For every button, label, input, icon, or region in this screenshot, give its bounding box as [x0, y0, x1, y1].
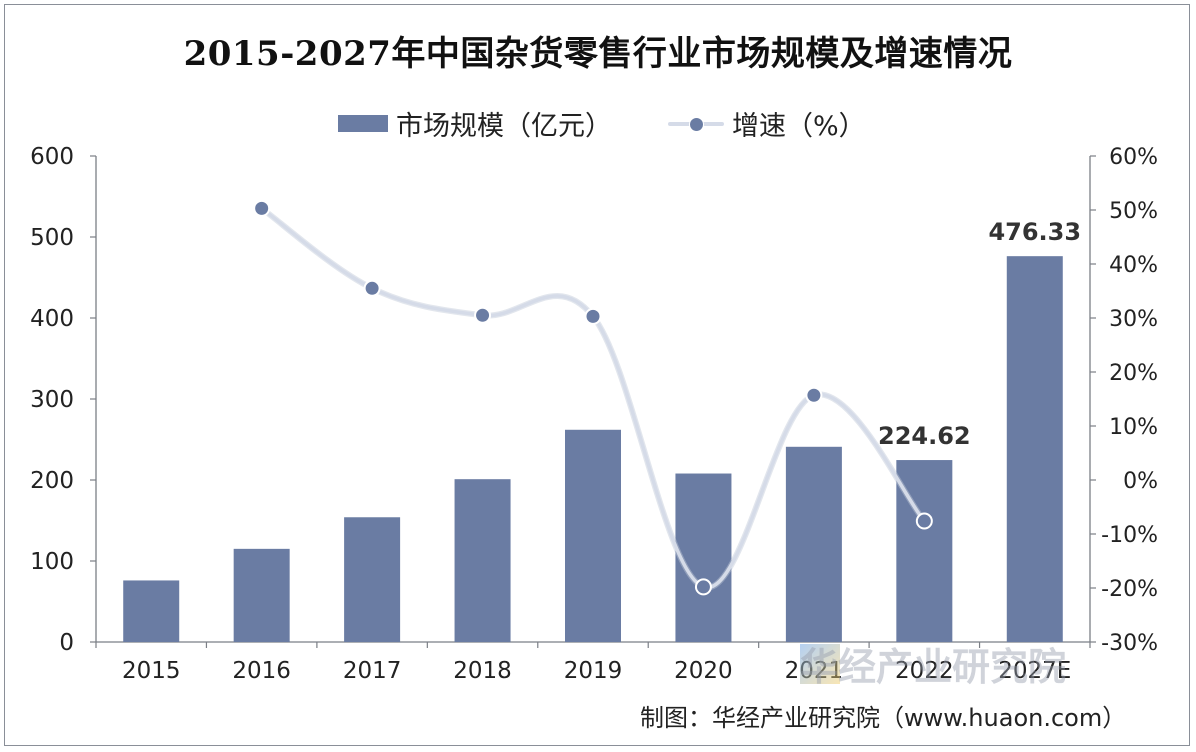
right-axis-tick-label: 20% [1109, 361, 1158, 386]
growth-point-2020 [694, 578, 712, 596]
data-label-2022: 224.62 [878, 422, 971, 450]
right-axis-tick-label: -10% [1101, 523, 1158, 548]
growth-point-2018 [474, 306, 492, 324]
x-axis-tick-label: 2017 [343, 658, 402, 684]
x-axis-tick-label: 2015 [122, 658, 181, 684]
left-axis-tick-label: 300 [30, 387, 74, 413]
legend-label-growth-rate: 增速（%） [732, 111, 866, 142]
x-axis-tick-label: 2027E [998, 658, 1071, 684]
bar-2019 [565, 429, 621, 642]
x-axis-tick-label: 2022 [895, 658, 954, 684]
right-axis-tick-label: 10% [1109, 415, 1158, 440]
legend-label-market-size: 市场规模（亿元） [396, 111, 612, 142]
right-axis-tick-label: 60% [1109, 145, 1158, 170]
bar-2016 [233, 548, 290, 642]
bar-2015 [123, 580, 180, 642]
right-axis-tick-label: 0% [1123, 469, 1158, 494]
data-label-2027E: 476.33 [988, 218, 1081, 246]
x-axis-tick-label: 2019 [564, 658, 623, 684]
x-axis-tick-label: 2018 [453, 658, 512, 684]
right-axis-tick-label: -30% [1101, 631, 1158, 656]
growth-point-2022 [915, 512, 933, 530]
x-axis-tick-label: 2020 [674, 658, 733, 684]
left-axis-tick-label: 500 [30, 225, 74, 251]
left-axis-tick-label: 100 [30, 549, 74, 575]
chart-frame [4, 4, 1190, 746]
chart-title: 2015-2027年中国杂货零售行业市场规模及增速情况 [183, 34, 1013, 74]
watermark-logo [800, 644, 840, 684]
left-axis-tick-label: 400 [30, 306, 74, 332]
right-axis-tick-label: -20% [1101, 577, 1158, 602]
growth-point-2021 [805, 386, 823, 404]
legend-item-growth-rate: 增速（%） [668, 104, 866, 143]
growth-point-2016 [253, 199, 271, 217]
source-note: 制图：华经产业研究院（www.huaon.com） [640, 704, 1127, 732]
legend-bar-swatch [338, 115, 388, 132]
x-axis-tick-label: 2016 [232, 658, 291, 684]
legend: 市场规模（亿元） 增速（%） [0, 104, 1196, 143]
bar-2027E [1006, 256, 1063, 642]
bar-2017 [344, 517, 401, 642]
right-axis-tick-label: 30% [1109, 307, 1158, 332]
left-axis-tick-label: 200 [30, 468, 74, 494]
legend-line-swatch [668, 114, 724, 134]
left-axis-tick-label: 0 [59, 630, 74, 656]
watermark: 华经产业研究院 [800, 645, 1067, 689]
bar-2020 [675, 473, 732, 642]
bar-2018 [454, 479, 511, 642]
growth-point-2019 [584, 307, 602, 325]
legend-item-market-size: 市场规模（亿元） [338, 104, 612, 143]
bar-2021 [785, 446, 842, 642]
right-axis-tick-label: 40% [1109, 253, 1158, 278]
right-axis-tick-label: 50% [1109, 199, 1158, 224]
left-axis-tick-label: 600 [30, 144, 74, 170]
growth-point-2017 [363, 279, 381, 297]
